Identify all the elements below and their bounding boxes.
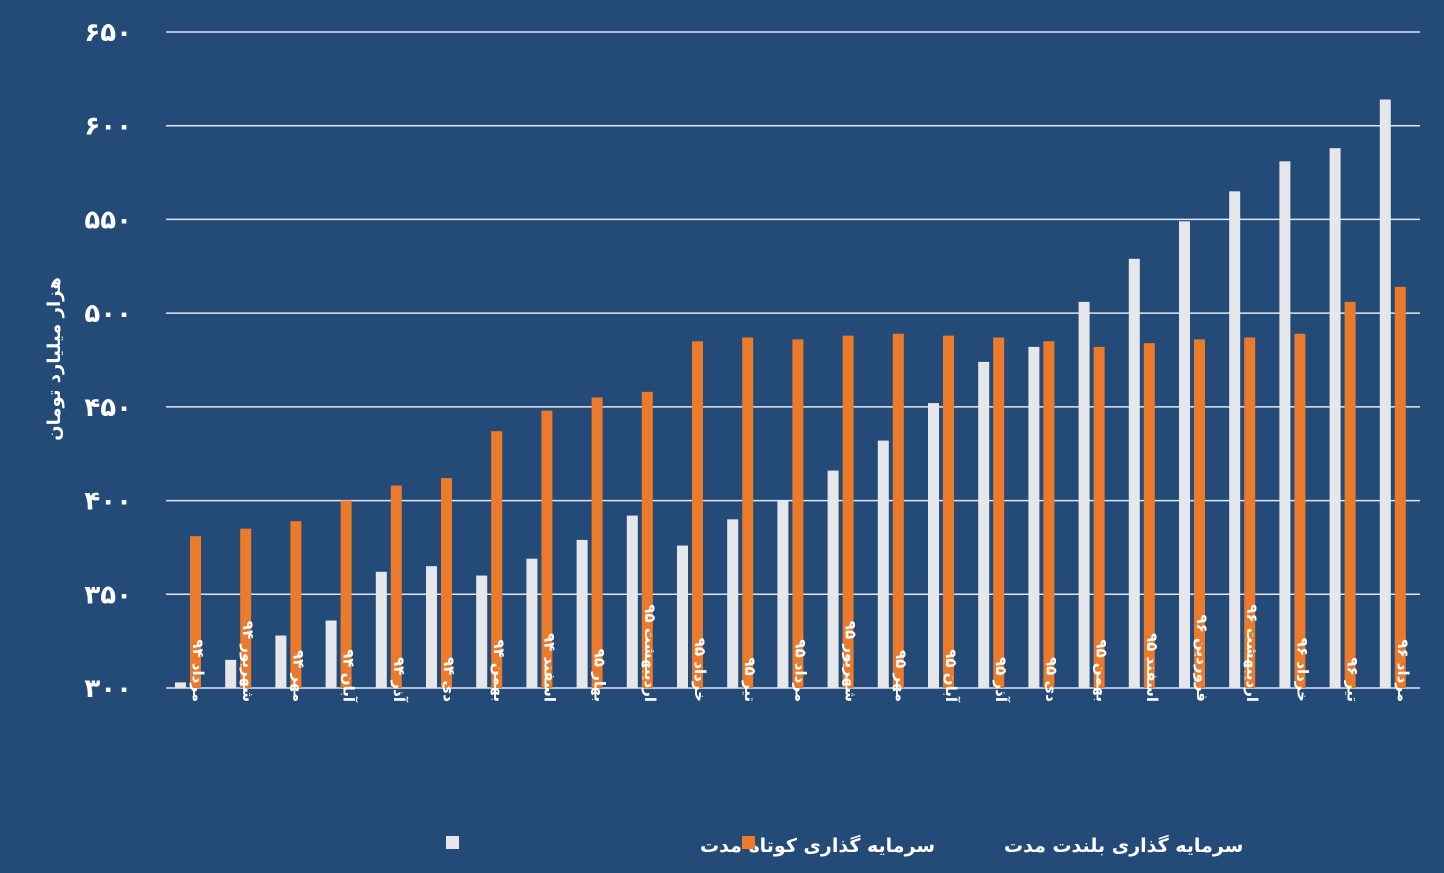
bar-long-term	[441, 478, 452, 688]
x-tick-label: آبان ۹۴	[340, 649, 358, 703]
bar-short-term	[827, 470, 839, 688]
bar-short-term	[677, 545, 688, 688]
x-tick-label: آذر ۹۵	[992, 657, 1010, 703]
x-tick-label: دی ۹۵	[1042, 657, 1060, 702]
bar-short-term	[978, 361, 990, 688]
bar-long-term	[240, 528, 252, 688]
x-tick-label: تیر ۹۵	[741, 657, 759, 702]
y-tick-label: ۵۰۰	[84, 299, 132, 329]
x-tick-label: شهریور ۹۵	[842, 621, 860, 702]
legend-label-short-term: سرمایه گذاری کوتاه مدت	[700, 834, 935, 857]
y-tick-label: ۵۵۰	[84, 205, 132, 235]
bar-long-term	[1093, 346, 1105, 688]
x-tick-label: دی ۹۴	[440, 657, 458, 702]
bar-short-term	[727, 519, 739, 688]
bar-short-term	[1329, 148, 1341, 689]
x-tick-label: تیر ۹۶	[1344, 657, 1362, 702]
legend-swatch-long-term	[742, 836, 755, 849]
legend: سرمایه گذاری کوتاه مدت سرمایه گذاری بلندت…	[446, 834, 1243, 857]
x-tick-label: اردیبهشت ۹۶	[1243, 604, 1261, 702]
x-tick-label: اسفند ۹۴	[540, 633, 558, 702]
legend-swatch-short-term	[446, 836, 459, 849]
bar-short-term	[576, 539, 588, 688]
x-tick-label: مهر ۹۴	[289, 650, 307, 702]
bar-short-term	[1128, 258, 1140, 688]
bar-long-term	[742, 337, 754, 688]
bar-long-term	[1344, 301, 1356, 688]
bar-short-term	[225, 659, 237, 688]
y-tick-label: ۴۰۰	[84, 487, 132, 517]
bar-long-term	[1194, 339, 1205, 688]
y-axis-ticks: ۳۰۰ ۳۵۰ ۴۰۰ ۴۵۰ ۵۰۰ ۵۵۰ ۶۰۰ ۶۵۰	[84, 18, 132, 704]
bar-long-term	[993, 337, 1005, 688]
bar-long-term	[491, 431, 503, 688]
bar-short-term	[626, 515, 638, 688]
x-tick-label: خرداد ۹۵	[691, 638, 709, 702]
bar-short-term	[1028, 346, 1040, 688]
bar-short-term	[275, 635, 287, 688]
bar-long-term	[1294, 333, 1306, 688]
bar-long-term	[943, 335, 954, 688]
x-tick-label: مرداد ۹۵	[791, 639, 809, 702]
y-axis-label: هزار میلیارد تومان	[44, 277, 65, 441]
bar-long-term	[892, 333, 904, 688]
bar-long-term	[390, 485, 402, 688]
legend-label-long-term: سرمایه گذاری بلندت مدت	[1004, 834, 1243, 857]
x-tick-label: فروردین ۹۶	[1193, 615, 1211, 702]
bar-long-term	[1244, 337, 1256, 688]
y-tick-label: ۳۰۰	[84, 674, 132, 704]
x-tick-label: مرداد ۹۶	[1394, 639, 1412, 702]
bar-short-term	[1078, 301, 1090, 688]
bar-long-term	[842, 335, 854, 688]
bar-short-term	[325, 620, 337, 688]
y-tick-label: ۶۰۰	[84, 112, 132, 142]
bar-short-term	[375, 571, 387, 688]
bar-short-term	[1279, 161, 1291, 689]
x-tick-label: اردیبهشت ۹۵	[641, 604, 659, 702]
bar-long-term	[792, 339, 804, 688]
x-axis-ticks: مرداد ۹۴ شهریور ۹۴ مهر ۹۴ آبان ۹۴ آذر ۹۴ دی ۹…	[189, 604, 1412, 703]
bar-short-term	[1179, 221, 1190, 688]
x-tick-label: آبان ۹۵	[942, 649, 960, 703]
bar-long-term	[340, 500, 352, 688]
bar-long-term	[591, 397, 603, 688]
bar-long-term	[290, 521, 302, 688]
x-tick-label: مهر ۹۵	[892, 650, 910, 702]
bar-long-term	[1043, 341, 1055, 688]
x-tick-label: شهریور ۹۴	[239, 621, 257, 702]
y-tick-label: ۳۵۰	[84, 580, 132, 610]
bar-short-term	[175, 682, 186, 688]
bar-short-term	[1379, 99, 1391, 688]
bar-short-term	[426, 566, 437, 688]
x-tick-label: اسفند ۹۵	[1143, 633, 1161, 702]
x-tick-label: آذر ۹۴	[390, 657, 408, 703]
x-tick-label: خرداد ۹۶	[1293, 638, 1311, 702]
x-tick-label: مرداد ۹۴	[189, 639, 207, 702]
x-tick-label: بهار ۹۵	[591, 649, 609, 702]
y-tick-label: ۶۵۰	[84, 18, 132, 48]
bar-long-term	[1143, 343, 1155, 688]
bar-short-term	[777, 500, 789, 688]
bar-long-term	[692, 341, 703, 688]
bar-short-term	[877, 440, 889, 688]
x-tick-label: بهمن ۹۵	[1093, 639, 1111, 702]
bar-long-term	[190, 536, 201, 688]
bar-short-term	[526, 558, 538, 688]
bar-long-term	[1394, 286, 1406, 688]
bar-short-term	[476, 575, 488, 688]
x-tick-label: بهمن ۹۴	[490, 639, 508, 702]
bar-long-term	[641, 391, 653, 688]
bar-short-term	[928, 403, 939, 688]
bars	[175, 99, 1406, 689]
bar-long-term	[541, 410, 553, 688]
bar-short-term	[1229, 191, 1241, 689]
y-tick-label: ۴۵۰	[84, 393, 132, 423]
